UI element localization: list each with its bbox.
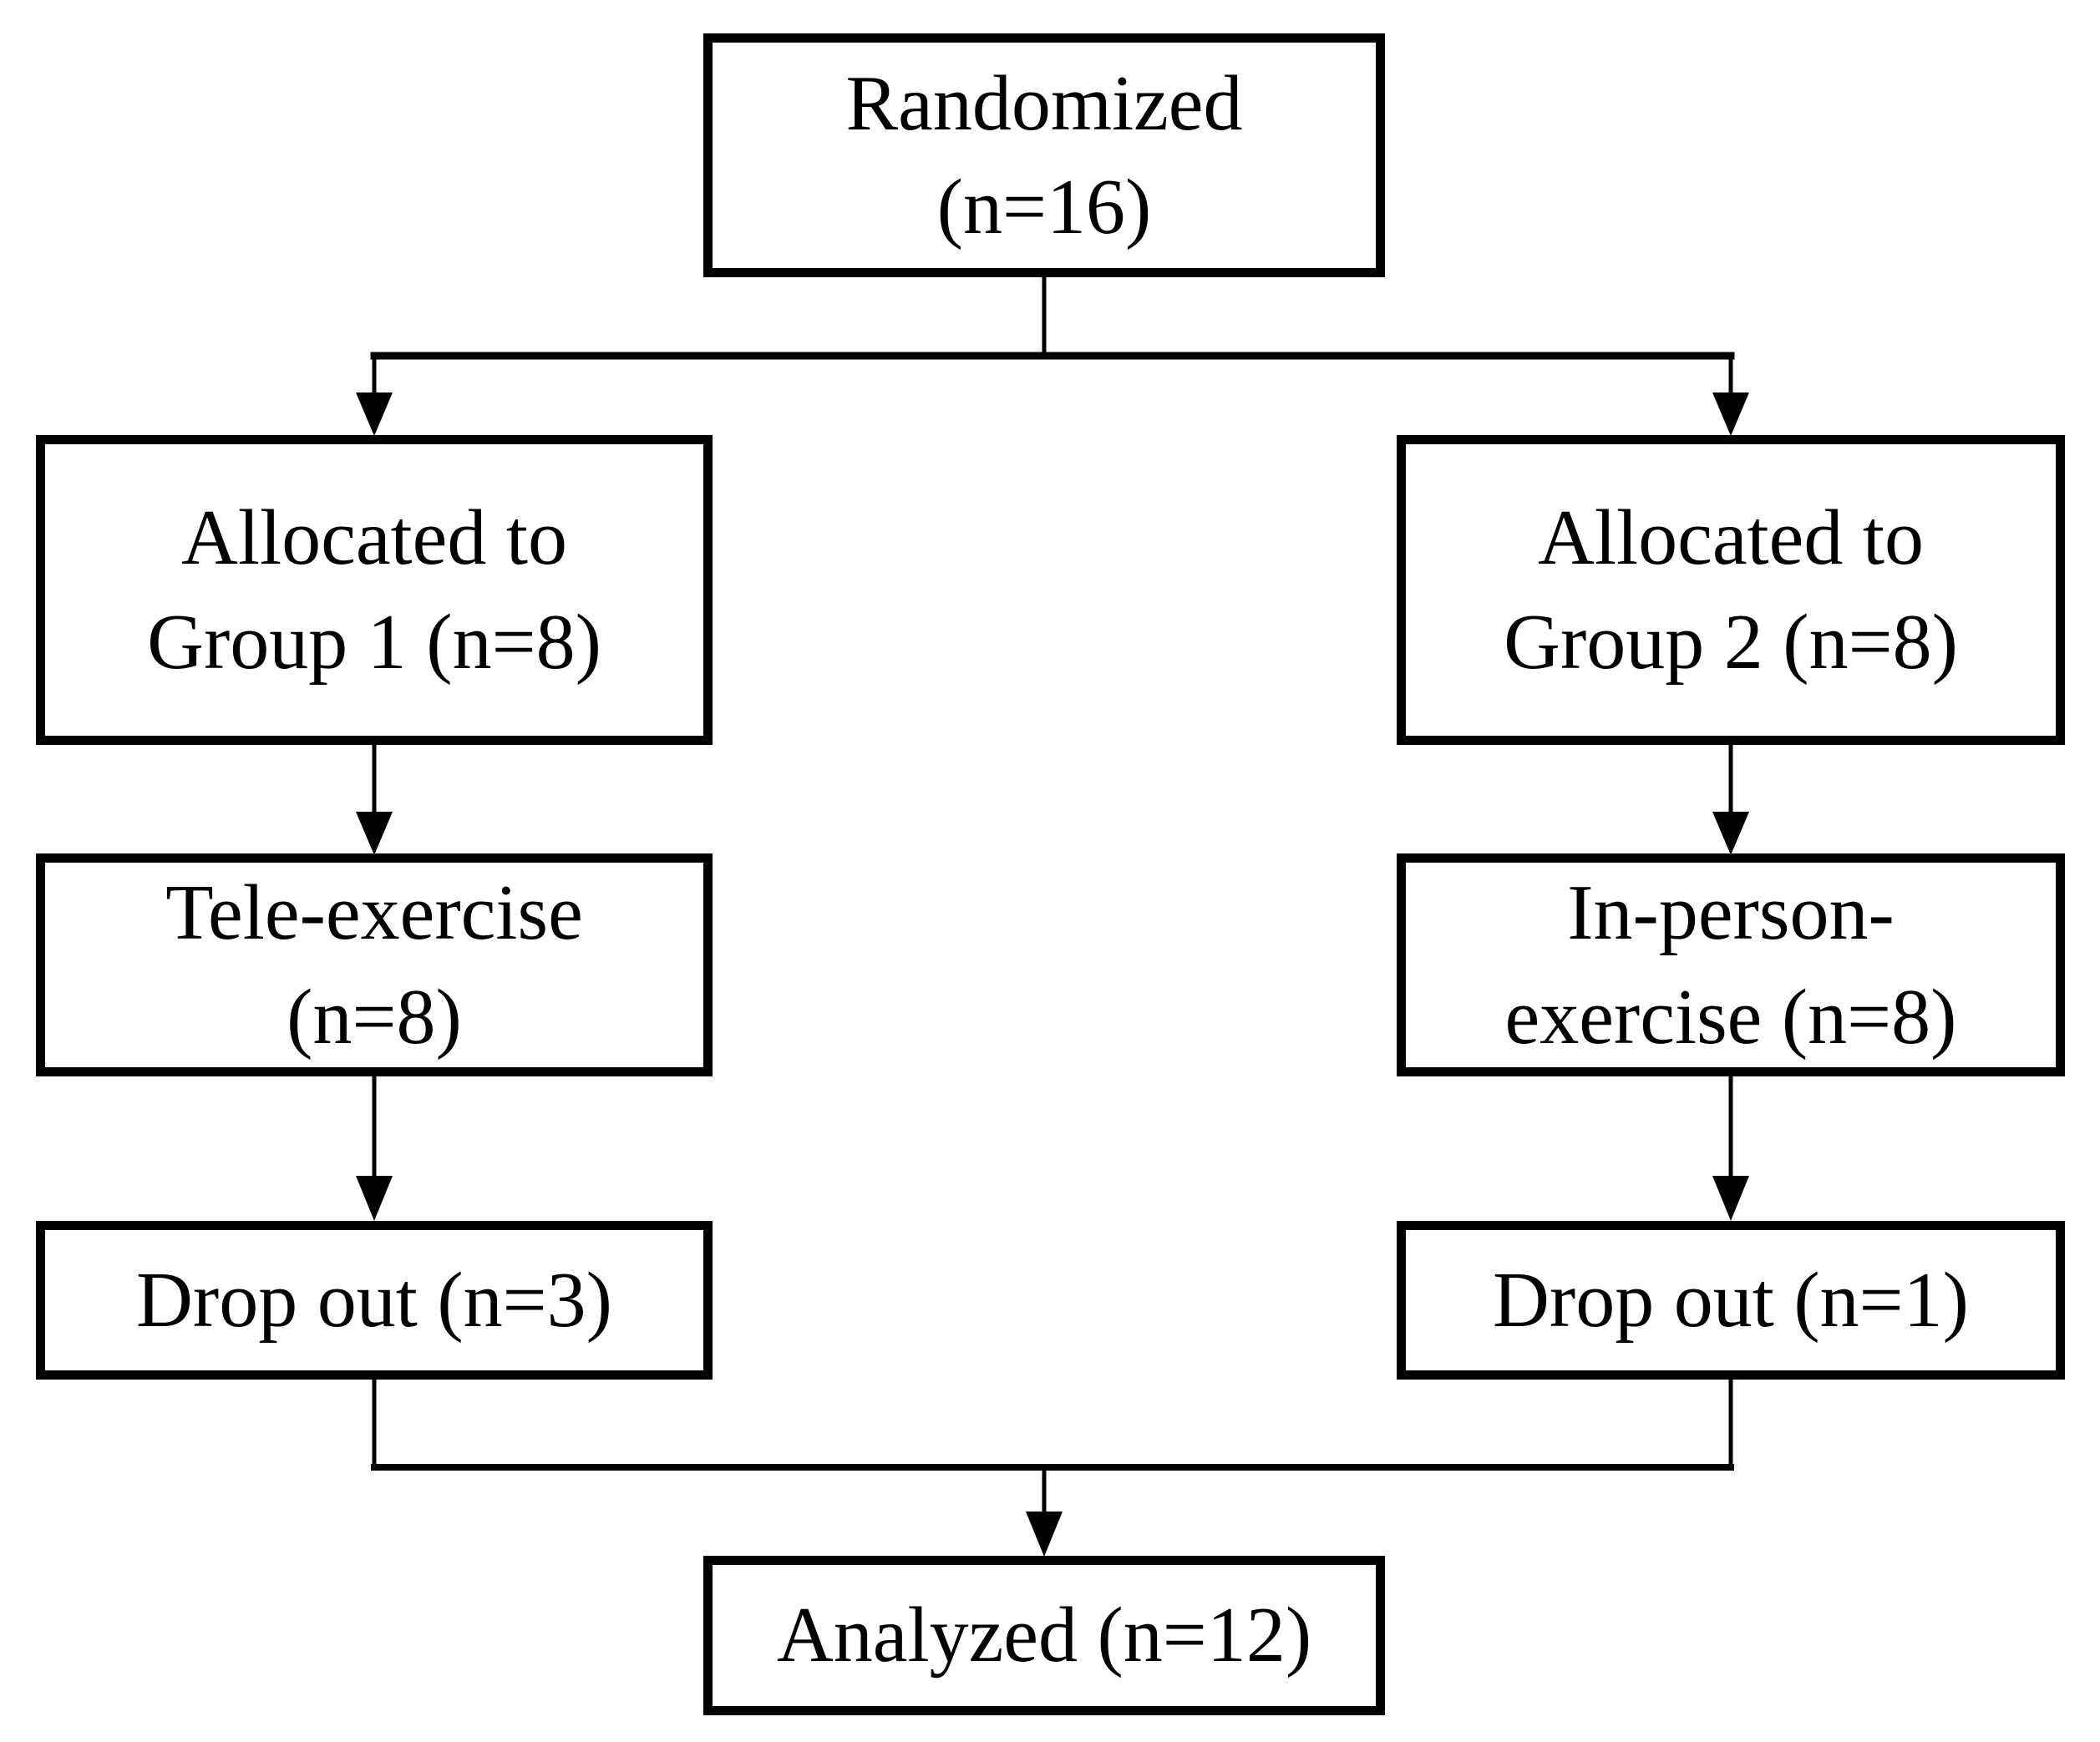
- node-analyzed-label: Analyzed (n=12): [776, 1592, 1312, 1679]
- node-analyzed: Analyzed (n=12): [703, 1556, 1385, 1715]
- node-dropout-group1: Drop out (n=3): [36, 1221, 713, 1380]
- node-in-person-exercise-label: In-person- exercise (n=8): [1504, 869, 1957, 1061]
- node-tele-exercise-label: Tele-exercise (n=8): [165, 869, 583, 1061]
- node-dropout-group2: Drop out (n=1): [1397, 1221, 2065, 1380]
- arrowhead-to-group2-icon: [1712, 392, 1749, 436]
- arrowhead-inperson-to-dropout2-icon: [1712, 1176, 1749, 1221]
- arrowhead-to-analyzed-icon: [1026, 1512, 1063, 1557]
- node-dropout-group1-label: Drop out (n=3): [136, 1256, 612, 1344]
- node-allocated-group2-label: Allocated to Group 2 (n=8): [1504, 494, 1958, 686]
- node-in-person-exercise: In-person- exercise (n=8): [1397, 853, 2065, 1076]
- node-randomized: Randomized (n=16): [703, 33, 1385, 277]
- node-randomized-label: Randomized (n=16): [845, 59, 1243, 251]
- node-allocated-group2: Allocated to Group 2 (n=8): [1397, 435, 2065, 745]
- arrowhead-group1-to-tele-icon: [356, 812, 393, 855]
- node-allocated-group1-label: Allocated to Group 1 (n=8): [147, 494, 601, 686]
- arrowhead-tele-to-dropout1-icon: [356, 1176, 393, 1221]
- node-tele-exercise: Tele-exercise (n=8): [36, 853, 713, 1076]
- node-dropout-group2-label: Drop out (n=1): [1493, 1256, 1969, 1344]
- node-allocated-group1: Allocated to Group 1 (n=8): [36, 435, 713, 745]
- arrowhead-to-group1-icon: [356, 392, 393, 436]
- arrowhead-group2-to-inperson-icon: [1712, 812, 1749, 855]
